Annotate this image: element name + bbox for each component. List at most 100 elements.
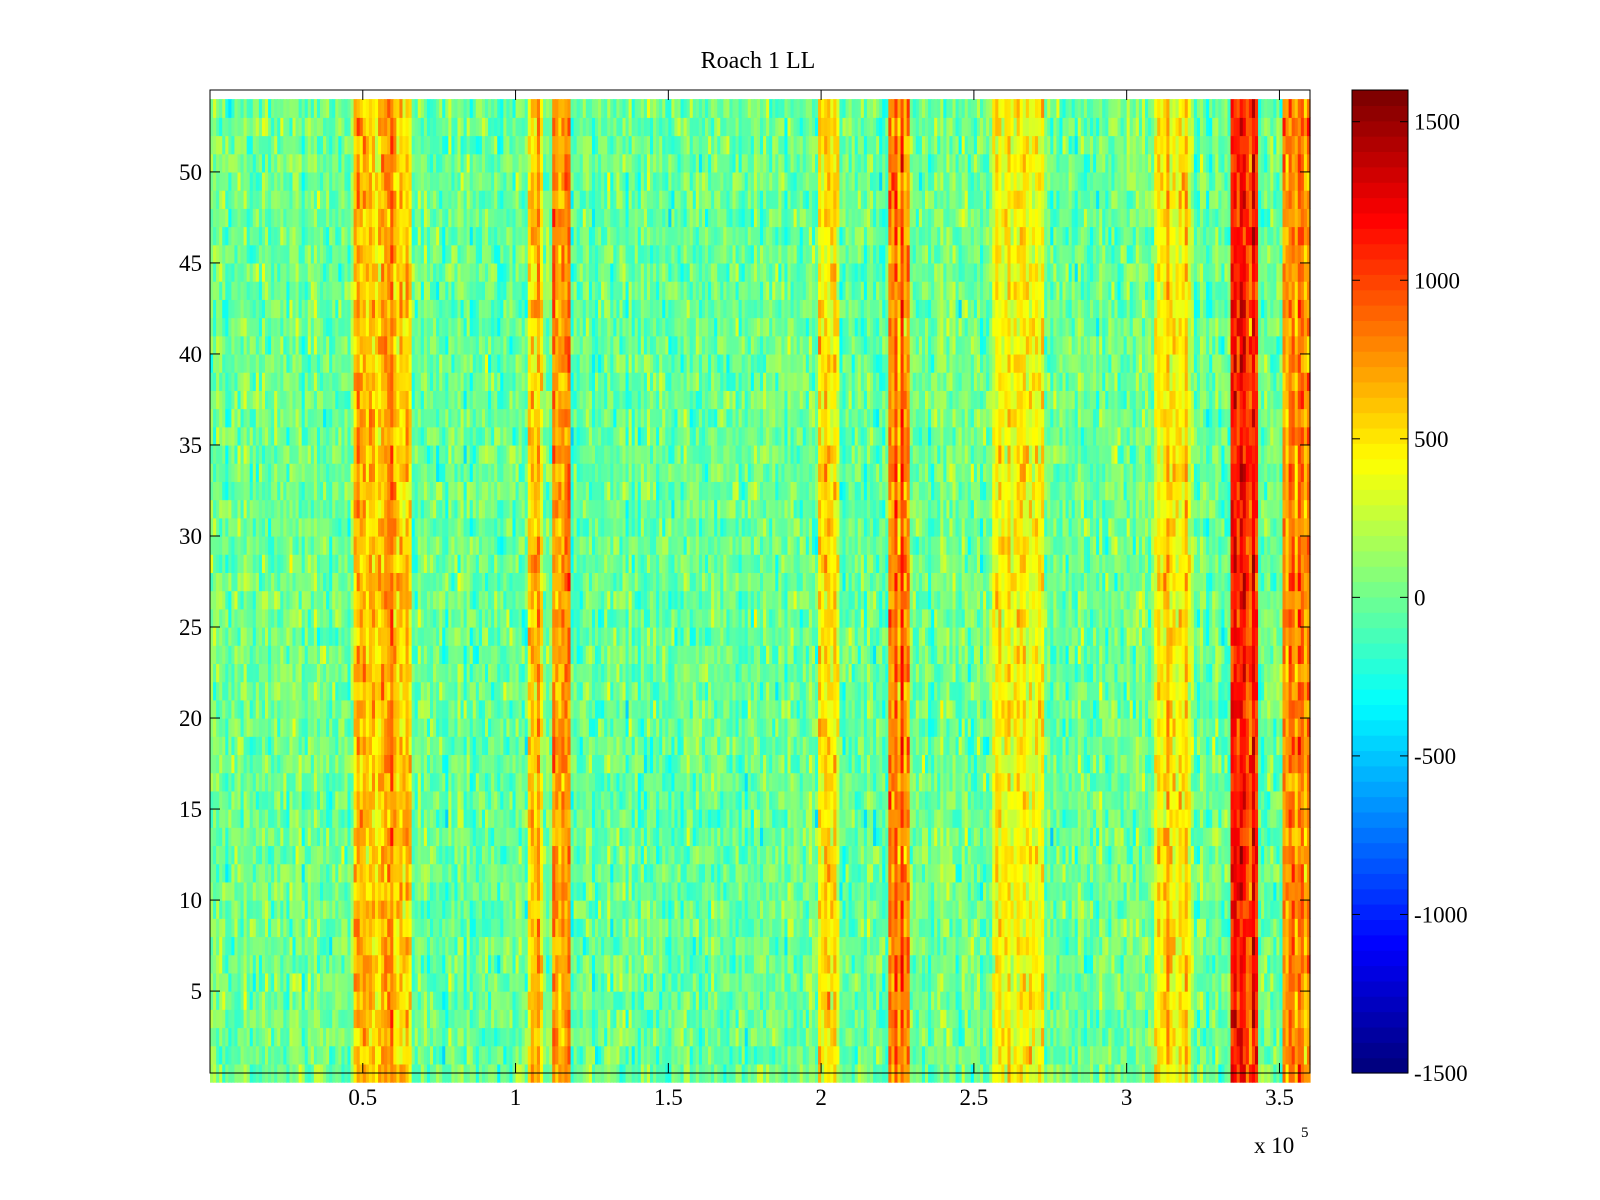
heatmap-cell [240,153,245,173]
heatmap-cell [225,135,229,155]
heatmap-cell [258,863,263,883]
heatmap-cell [228,754,232,774]
heatmap-cell [240,572,245,592]
heatmap-cell [265,171,269,191]
heatmap-cell [286,1027,291,1047]
heatmap-cell [231,372,236,391]
heatmap-cell [213,299,217,319]
heatmap-cell [323,226,327,246]
heatmap-cell [280,590,284,610]
heatmap-cell [326,372,330,391]
heatmap-cell [313,1045,318,1065]
heatmap-cell [289,208,294,228]
heatmap-cell [240,663,245,683]
heatmap-cell [307,335,312,355]
heatmap-cell [265,772,269,792]
heatmap-cell [295,281,300,300]
heatmap-cell [222,353,226,373]
heatmap-cell [307,790,312,810]
heatmap-cell [277,1045,281,1065]
heatmap-cell [219,827,223,847]
heatmap-cell [252,900,257,919]
heatmap-cell [240,718,245,737]
heatmap-cell [243,918,248,938]
heatmap-cell [213,117,217,137]
heatmap-cell [320,408,324,428]
heatmap-cell [210,1027,214,1047]
heatmap-cell [283,845,287,865]
heatmap-cell [274,572,278,592]
heatmap-cell [280,153,284,173]
heatmap-cell [261,954,266,974]
heatmap-cell [310,699,315,719]
heatmap-cell [271,135,275,155]
heatmap-cell [249,153,254,173]
heatmap-cell [301,353,306,373]
heatmap-cell [298,681,303,701]
heatmap-cell [268,663,272,683]
heatmap-cell [320,718,324,737]
heatmap-cell [225,645,229,665]
heatmap-cell [301,718,306,737]
heatmap-cell [283,444,287,464]
heatmap-cell [237,590,242,610]
heatmap-cell [301,863,306,883]
heatmap-cell [286,226,291,246]
heatmap-cell [271,299,275,319]
heatmap-cell [289,117,294,137]
heatmap-cell [243,353,248,373]
heatmap-cell [286,900,291,919]
heatmap-cell [268,226,272,246]
heatmap-cell [313,117,318,137]
heatmap-cell [304,663,309,683]
heatmap-cell [323,554,327,573]
heatmap-cell [280,135,284,155]
heatmap-cell [301,426,306,446]
heatmap-cell [268,99,272,118]
heatmap-cell [225,390,229,410]
heatmap-cell [289,681,294,701]
heatmap-cell [307,918,312,938]
heatmap-cell [240,99,245,118]
heatmap-cell [243,99,248,118]
heatmap-cell [246,1027,251,1047]
heatmap-cell [265,790,269,810]
heatmap-cell [231,1009,236,1029]
heatmap-cell [243,463,248,482]
heatmap-cell [286,736,291,756]
heatmap-cell [219,171,223,191]
heatmap-cell [228,117,232,137]
heatmap-cell [268,281,272,300]
heatmap-cell [277,699,281,719]
heatmap-cell [307,171,312,191]
heatmap-cell [277,645,281,665]
heatmap-cell [289,244,294,264]
heatmap-cell [280,991,284,1010]
heatmap-cell [255,699,260,719]
heatmap-cell [231,627,236,646]
heatmap-cell [295,299,300,319]
heatmap-cell [326,117,330,137]
heatmap-cell [240,408,245,428]
heatmap-cell [265,481,269,501]
heatmap-cell [304,390,309,410]
heatmap-cell [219,554,223,573]
heatmap-cell [320,608,324,628]
heatmap-cell [216,936,220,956]
heatmap-cell [274,972,278,992]
heatmap-cell [283,335,287,355]
heatmap-cell [265,535,269,555]
heatmap-cell [213,517,217,537]
heatmap-cell [261,991,266,1010]
heatmap-cell [234,1027,239,1047]
heatmap-cell [258,645,263,665]
heatmap-cell [225,863,229,883]
heatmap-cell [252,335,257,355]
heatmap-cell [271,772,275,792]
heatmap-cell [298,481,303,501]
heatmap-cell [274,426,278,446]
heatmap-cell [255,845,260,865]
heatmap-cell [243,226,248,246]
heatmap-cell [304,1009,309,1029]
heatmap-cell [228,171,232,191]
